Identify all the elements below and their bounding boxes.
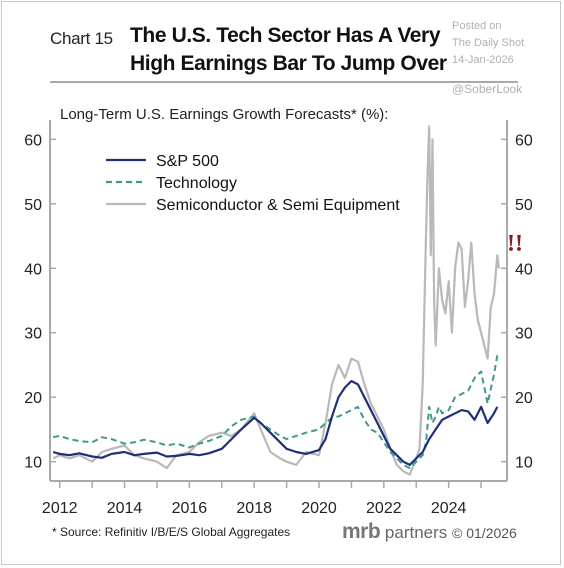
brand-logo: mrb partners © 01/2026 xyxy=(342,520,517,544)
x-tick-label: 2012 xyxy=(42,500,78,517)
title-divider xyxy=(50,81,518,83)
series-line-s-p-500 xyxy=(52,380,499,466)
x-tick-label: 2016 xyxy=(172,500,208,517)
chart-subtitle: Long-Term U.S. Earnings Growth Forecasts… xyxy=(60,106,389,123)
exclamation-annotation: !! xyxy=(507,231,523,257)
y-tick-label-left: 20 xyxy=(24,390,42,407)
source-note: * Source: Refinitiv I/B/E/S Global Aggre… xyxy=(52,525,291,539)
brand-name: mrb xyxy=(342,520,381,543)
brand-date: © 01/2026 xyxy=(452,525,517,541)
y-tick-label-left: 60 xyxy=(24,132,42,149)
chart-title: The U.S. Tech Sector Has A Very High Ear… xyxy=(130,22,447,78)
series-line-semiconductor-semi-equipment xyxy=(52,125,500,476)
chart-title-line-2: High Earnings Bar To Jump Over xyxy=(130,52,447,75)
y-tick-label-left: 10 xyxy=(24,455,42,472)
chart-series-group xyxy=(52,125,500,476)
chart-number: Chart 15 xyxy=(50,29,113,48)
watermark-line-2: The Daily Shot xyxy=(452,37,525,49)
y-tick-label-left: 40 xyxy=(24,261,42,278)
x-tick-label: 2024 xyxy=(431,500,467,517)
watermark-handle: @SoberLook xyxy=(452,82,523,96)
legend-label: Semiconductor & Semi Equipment xyxy=(156,197,400,214)
y-tick-label-right: 40 xyxy=(515,261,533,278)
series-line-technology xyxy=(53,355,499,470)
watermark-line-1: Posted on xyxy=(452,20,502,32)
y-tick-label-right: 50 xyxy=(515,197,533,214)
y-tick-label-left: 50 xyxy=(24,197,42,214)
x-tick-label: 2022 xyxy=(366,500,402,517)
watermark-line-3: 14-Jan-2026 xyxy=(452,54,514,66)
y-tick-label-right: 30 xyxy=(515,326,533,343)
x-tick-label: 2014 xyxy=(107,500,143,517)
x-tick-label: 2020 xyxy=(301,500,337,517)
brand-suffix: partners xyxy=(384,523,448,542)
legend-label: S&P 500 xyxy=(156,153,219,170)
legend-label: Technology xyxy=(156,175,237,192)
y-tick-label-right: 20 xyxy=(515,390,533,407)
watermark: Posted on The Daily Shot 14-Jan-2026 @So… xyxy=(452,18,524,98)
chart-legend: S&P 500 Technology Semiconductor & Semi Eq… xyxy=(106,153,400,214)
chart-title-line-1: The U.S. Tech Sector Has A Very xyxy=(130,24,441,47)
x-tick-label: 2018 xyxy=(236,500,272,517)
y-tick-label-left: 30 xyxy=(24,326,42,343)
y-tick-label-right: 60 xyxy=(515,132,533,149)
y-tick-label-right: 10 xyxy=(515,455,533,472)
